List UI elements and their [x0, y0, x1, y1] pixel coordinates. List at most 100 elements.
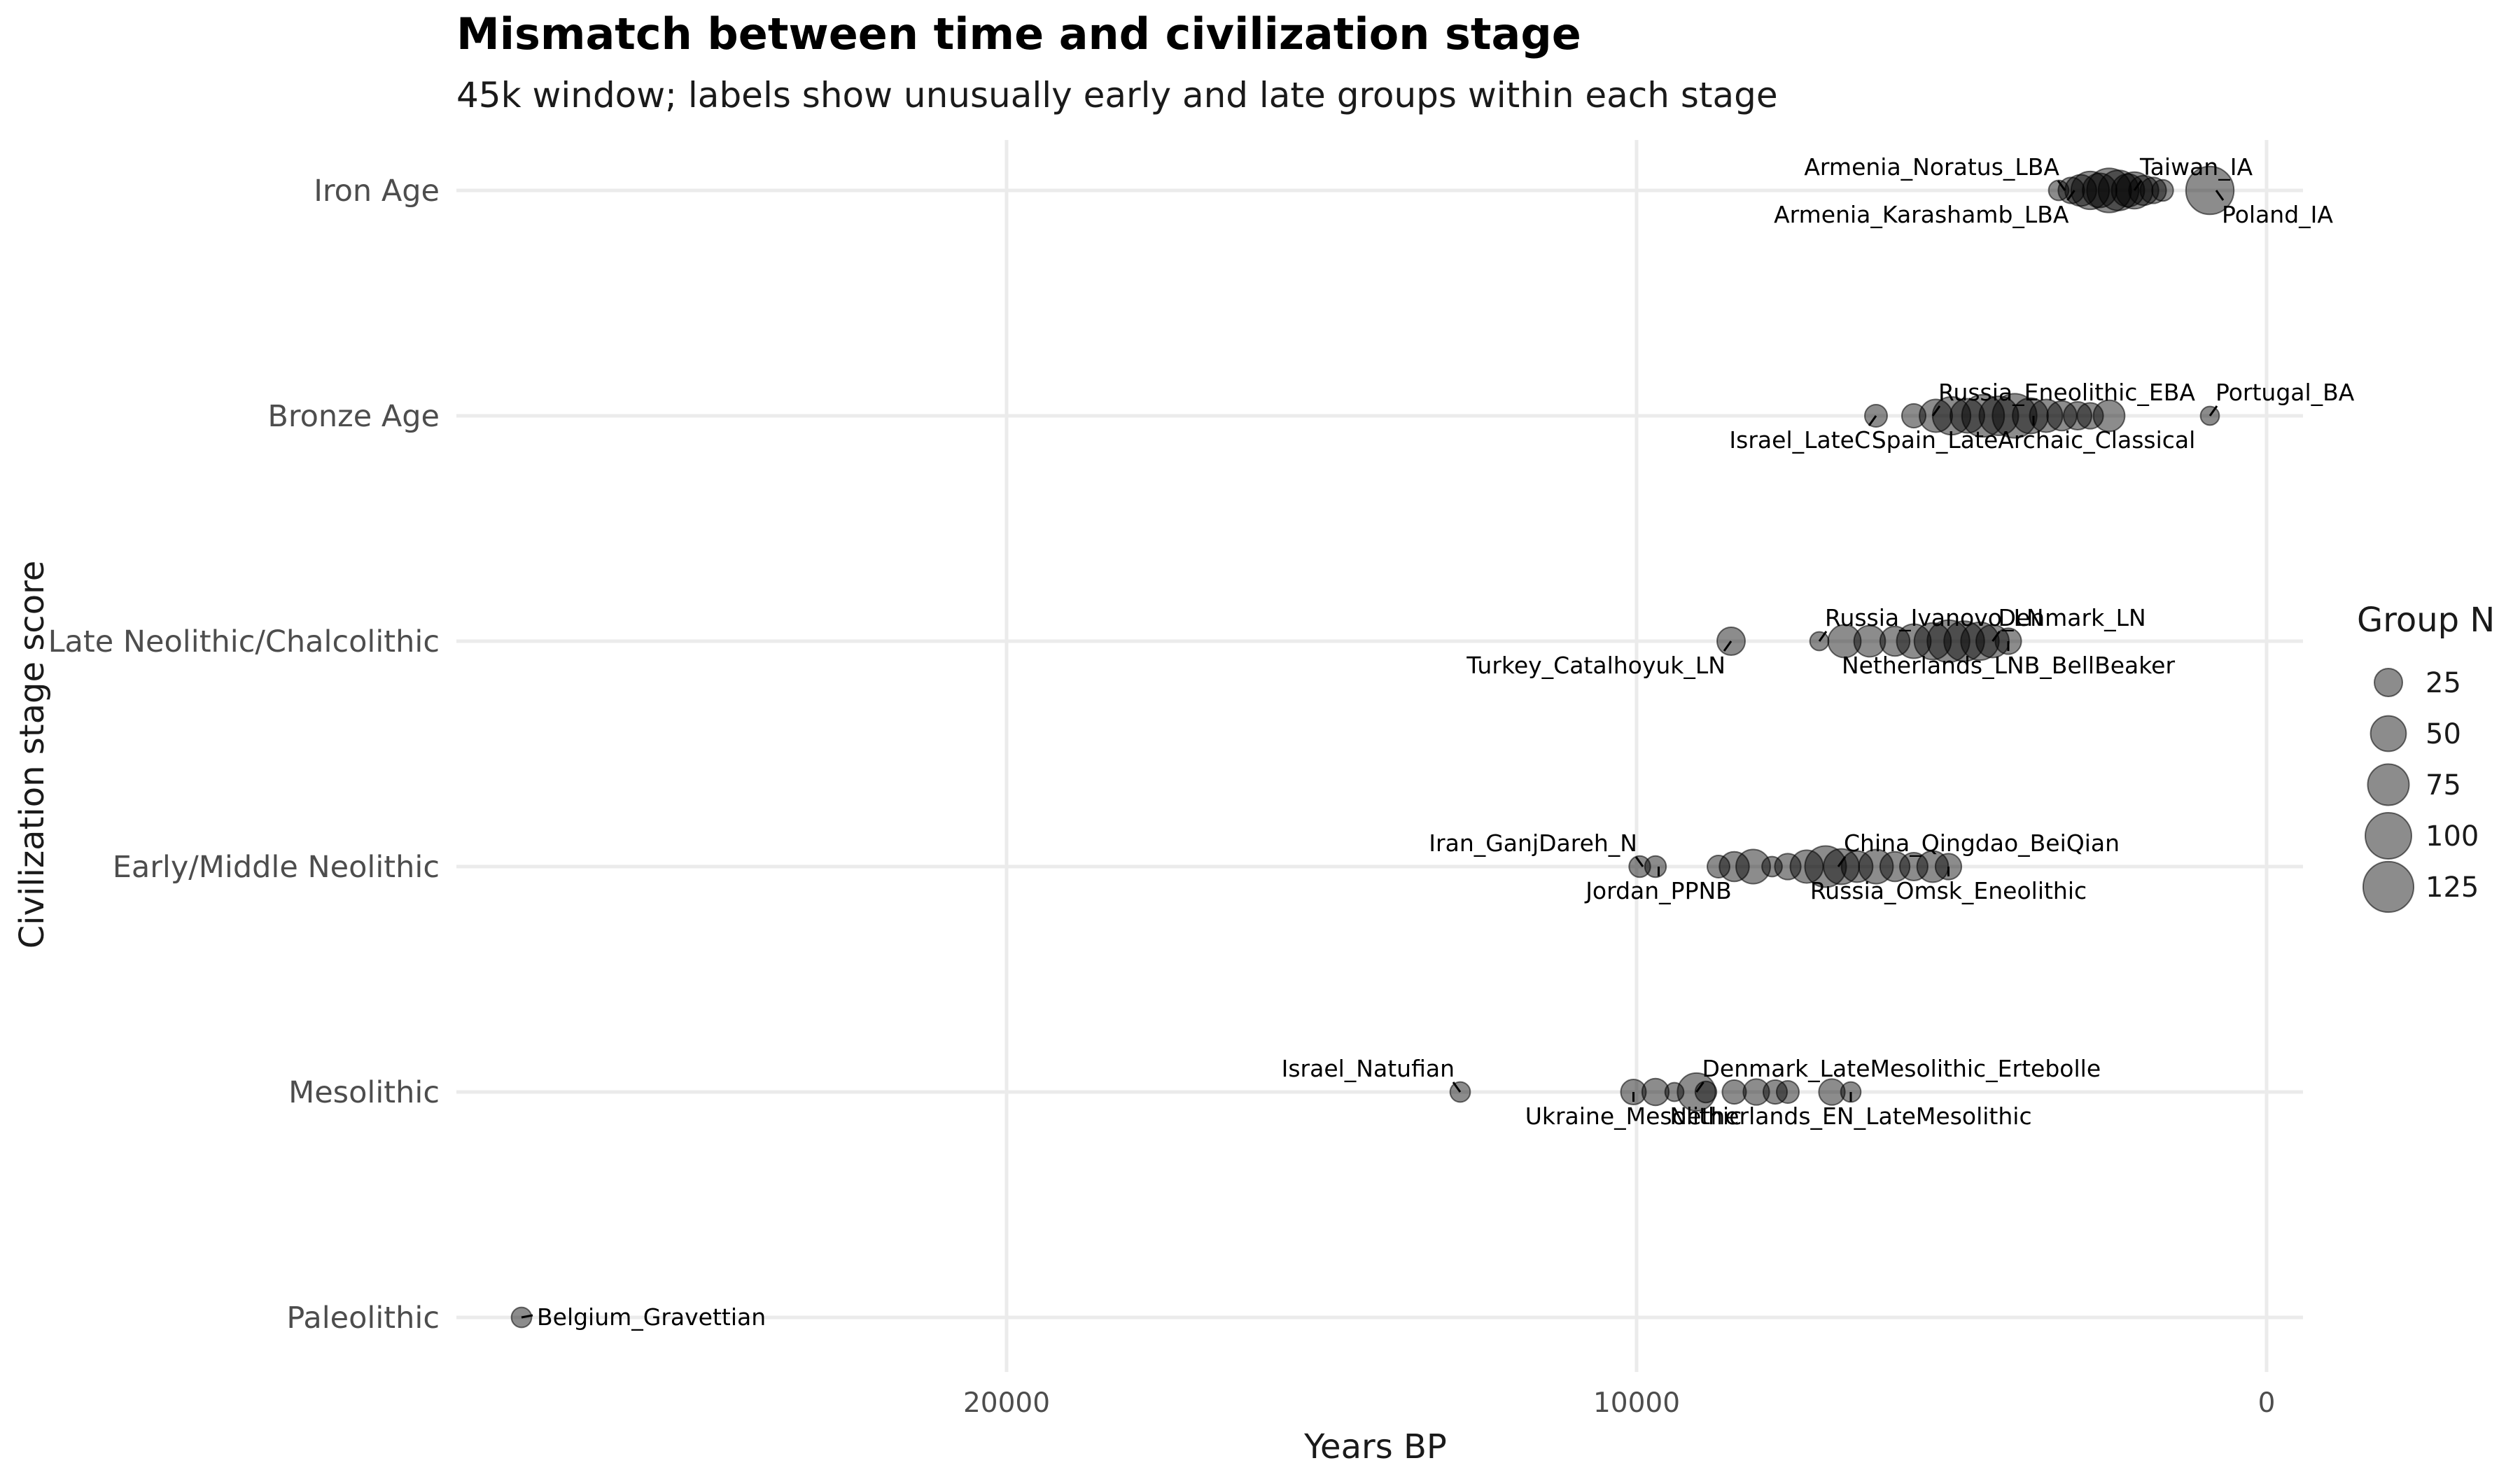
x-axis-title: Years BP: [1303, 1427, 1447, 1466]
point-label: Turkey_Catalhoyuk_LN: [1466, 652, 1726, 679]
data-point: [2097, 169, 2140, 211]
grid-lines: [456, 140, 2303, 1372]
data-point: [2128, 174, 2160, 206]
legend-label: 25: [2426, 667, 2461, 699]
data-point: [1694, 1080, 1718, 1104]
data-point: [1900, 402, 1927, 429]
data-point: [2110, 173, 2146, 208]
data-point: [1706, 854, 1731, 879]
legend-label: 100: [2426, 820, 2479, 853]
point-label: Jordan_PPNB: [1584, 877, 1732, 904]
y-tick-label: Paleolithic: [286, 1301, 440, 1336]
data-point: [1641, 1077, 1670, 1107]
label-connector: [2066, 190, 2076, 201]
y-axis-title: Civilization stage score: [13, 561, 52, 949]
data-point: [1762, 1079, 1788, 1105]
chart-subtitle: 45k window; labels show unusually early …: [456, 75, 1778, 115]
data-point: [1735, 848, 1771, 885]
label-connector: [1634, 856, 1644, 867]
point-label: Denmark_LN: [1998, 604, 2146, 631]
x-tick-label: 10000: [1593, 1387, 1680, 1419]
point-label: Netherlands_EN_LateMesolithic: [1670, 1102, 2031, 1130]
data-point: [1775, 1079, 1800, 1105]
point-label: Taiwan_IA: [2139, 153, 2253, 181]
label-connector: [2133, 180, 2143, 191]
x-axis-ticks: 20000 10000 0: [963, 1387, 2275, 1419]
legend-key: [2374, 668, 2403, 697]
data-point: [1644, 855, 1667, 878]
label-connector: [2057, 180, 2066, 191]
point-label: Israel_LateC: [1729, 426, 1870, 454]
label-connector: [1837, 856, 1847, 867]
data-point: [1879, 625, 1911, 657]
x-tick-label: 20000: [963, 1387, 1050, 1419]
data-point: [1991, 393, 2038, 439]
y-tick-label: Late Neolithic/Chalcolithic: [48, 624, 440, 659]
point-label: Netherlands_LNB_BellBeaker: [1842, 652, 2176, 679]
label-connector: [1695, 1082, 1704, 1093]
data-point: [1949, 398, 1985, 434]
legend-label: 125: [2426, 872, 2479, 904]
data-point: [1827, 624, 1862, 659]
label-connector: [1452, 1082, 1462, 1093]
point-label: Poland_IA: [2222, 201, 2333, 228]
point-label: Israel_Natufian: [1282, 1055, 1455, 1082]
point-label: Armenia_Karashamb_LBA: [1774, 201, 2069, 228]
y-axis-ticks: Paleolithic Mesolithic Early/Middle Neolit…: [48, 174, 440, 1336]
data-point: [1840, 850, 1874, 883]
point-labels: Armenia_Noratus_LBA Taiwan_IA Armenia_Kara…: [521, 153, 2355, 1331]
point-label: China_Qingdao_BeiQian: [1844, 830, 2120, 857]
label-connector: [1818, 631, 1828, 642]
data-point: [1774, 853, 1802, 881]
data-point: [2070, 170, 2110, 211]
data-point: [1721, 1079, 1747, 1105]
point-label: Belgium_Gravettian: [537, 1303, 766, 1331]
data-point: [1919, 398, 1953, 433]
point-label: Denmark_LateMesolithic_Ertebolle: [1702, 1055, 2101, 1082]
data-point: [2139, 176, 2167, 204]
point-label: Iran_GanjDareh_N: [1429, 830, 1637, 857]
x-tick-label: 0: [2258, 1387, 2276, 1419]
legend-label: 75: [2426, 769, 2461, 802]
size-legend: Group N 25 50 75 100 125: [2357, 601, 2495, 913]
point-label: Armenia_Noratus_LBA: [1804, 153, 2059, 181]
data-point: [1899, 852, 1928, 881]
point-label: Spain_LateArchaic_Classical: [1872, 426, 2196, 454]
label-connector: [2215, 190, 2225, 201]
legend-title: Group N: [2357, 601, 2495, 640]
point-label: Russia_Ivanovo_LN: [1825, 604, 2044, 631]
data-point: [2151, 178, 2174, 202]
data-point: [2185, 165, 2235, 216]
data-point: [1804, 845, 1847, 888]
data-point: [2082, 172, 2118, 209]
chart-title: Mismatch between time and civilization s…: [456, 8, 1581, 59]
data-point: [1853, 624, 1886, 658]
label-connector: [1868, 415, 1877, 426]
label-connector: [1931, 405, 1941, 416]
legend-key: [2370, 715, 2407, 752]
data-point: [1943, 620, 1985, 662]
data-point: [1628, 855, 1651, 878]
data-point: [2029, 398, 2064, 433]
data-point: [1858, 848, 1894, 885]
data-point: [1742, 1078, 1770, 1106]
data-points: [510, 165, 2235, 1329]
data-point: [2076, 402, 2104, 430]
legend-label: 50: [2426, 718, 2461, 750]
legend-key: [2362, 860, 2415, 913]
data-point: [1761, 855, 1783, 878]
y-tick-label: Iron Age: [314, 174, 440, 209]
data-point: [2092, 399, 2126, 433]
point-label: Ukraine_Mesolithic: [1525, 1102, 1742, 1130]
data-point: [1913, 622, 1952, 661]
legend-key: [2367, 763, 2410, 806]
label-connector: [1723, 640, 1732, 652]
data-point: [1960, 621, 2000, 662]
data-point: [1926, 619, 1970, 664]
point-label: Russia_Omsk_Eneolithic: [1810, 877, 2087, 904]
data-point: [1818, 1078, 1846, 1106]
legend-key: [2365, 812, 2412, 860]
point-label: Portugal_BA: [2216, 379, 2355, 406]
data-point: [1931, 396, 1972, 436]
